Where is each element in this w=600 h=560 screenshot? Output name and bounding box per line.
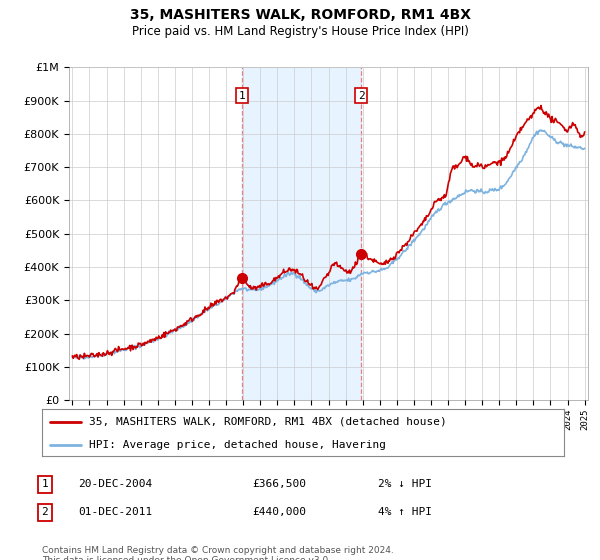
Text: 4% ↑ HPI: 4% ↑ HPI — [378, 507, 432, 517]
Text: Contains HM Land Registry data © Crown copyright and database right 2024.
This d: Contains HM Land Registry data © Crown c… — [42, 546, 394, 560]
Text: 2% ↓ HPI: 2% ↓ HPI — [378, 479, 432, 489]
Text: Price paid vs. HM Land Registry's House Price Index (HPI): Price paid vs. HM Land Registry's House … — [131, 25, 469, 38]
Text: 1: 1 — [41, 479, 49, 489]
Text: 2: 2 — [41, 507, 49, 517]
Text: 35, MASHITERS WALK, ROMFORD, RM1 4BX: 35, MASHITERS WALK, ROMFORD, RM1 4BX — [130, 8, 470, 22]
Text: HPI: Average price, detached house, Havering: HPI: Average price, detached house, Have… — [89, 441, 386, 450]
Bar — [242, 67, 361, 400]
Text: £366,500: £366,500 — [252, 479, 306, 489]
Text: 1: 1 — [238, 91, 245, 101]
Text: 35, MASHITERS WALK, ROMFORD, RM1 4BX (detached house): 35, MASHITERS WALK, ROMFORD, RM1 4BX (de… — [89, 417, 447, 427]
Text: 2: 2 — [358, 91, 365, 101]
Text: 01-DEC-2011: 01-DEC-2011 — [78, 507, 152, 517]
Text: £440,000: £440,000 — [252, 507, 306, 517]
Text: 20-DEC-2004: 20-DEC-2004 — [78, 479, 152, 489]
